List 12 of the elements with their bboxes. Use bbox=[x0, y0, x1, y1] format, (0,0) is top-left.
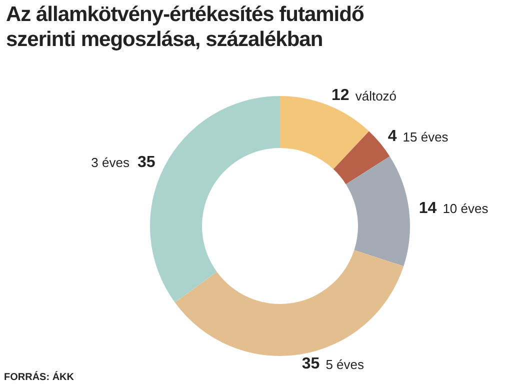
slice-label: 5 éves bbox=[326, 356, 364, 372]
chart-title: Az államkötvény-értékesítés futamidő szerinti megoszlása, százalékban bbox=[6, 2, 365, 52]
slice-label: 10 éves bbox=[442, 201, 489, 216]
slice-label: 15 éves bbox=[402, 129, 449, 144]
data-label: 35 bbox=[302, 356, 320, 373]
data-label: 12 bbox=[332, 87, 350, 104]
slice-label: 3 éves bbox=[91, 155, 130, 170]
data-label: 14 bbox=[418, 200, 437, 217]
slice-label: változó bbox=[355, 88, 397, 104]
text: FORRÁS: ÁKK bbox=[4, 372, 74, 383]
data-label: 4 bbox=[388, 128, 397, 146]
data-label: 35 bbox=[137, 154, 156, 171]
